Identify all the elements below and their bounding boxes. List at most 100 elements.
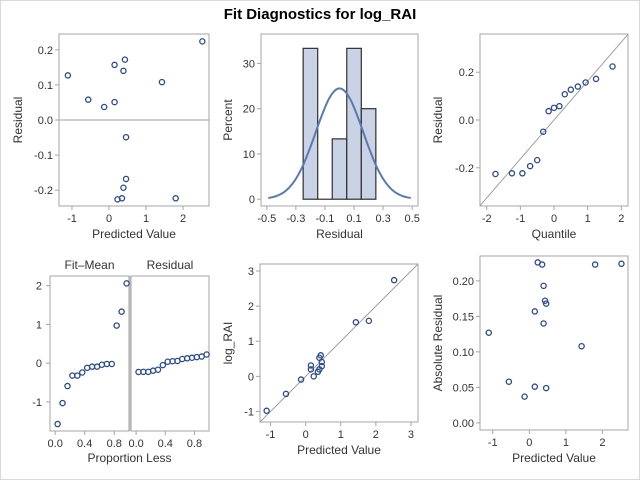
x-tick-label: 2 <box>180 213 186 225</box>
data-point <box>310 373 317 380</box>
data-point <box>118 308 125 315</box>
data-point <box>365 317 373 325</box>
data-point <box>123 280 130 287</box>
data-point <box>492 170 499 178</box>
data-point <box>159 361 167 369</box>
x-tick-label: 0.8 <box>107 438 122 450</box>
histogram-bar <box>331 138 348 200</box>
y-tick-label: 0.15 <box>453 311 474 323</box>
data-point <box>120 67 127 75</box>
reference-line <box>259 263 419 423</box>
normal-density-curve <box>268 87 411 199</box>
x-tick-label: 3 <box>408 429 414 441</box>
x-tick-label: 0 <box>303 429 309 441</box>
y-tick-label: 1 <box>36 319 42 331</box>
x-axis-label: Predicted Value <box>297 443 381 457</box>
plot-frame <box>260 33 419 207</box>
data-point <box>199 38 206 45</box>
data-point <box>352 319 360 326</box>
data-point <box>390 276 398 284</box>
data-point <box>609 63 616 70</box>
data-point <box>307 366 315 373</box>
plot-frame <box>130 275 210 432</box>
x-tick-label: -1 <box>266 429 276 441</box>
y-tick-label: 0.0 <box>38 115 53 127</box>
data-point <box>539 128 547 135</box>
observed-vs-predicted-chart <box>256 263 419 426</box>
x-tick-label: 0.0 <box>48 438 63 450</box>
x-tick-label: 1 <box>338 429 344 441</box>
data-point <box>567 86 575 93</box>
residual-vs-predicted-chart <box>55 33 210 210</box>
data-point <box>534 259 541 266</box>
x-tick-label: 0.5 <box>405 213 420 225</box>
data-point <box>591 261 599 268</box>
data-point <box>121 56 129 63</box>
data-point <box>307 362 315 369</box>
data-point <box>542 300 550 307</box>
x-tick-label: 0.4 <box>77 438 92 450</box>
data-point <box>111 98 118 106</box>
y-tick-label: 10 <box>243 149 255 161</box>
y-tick-label: -1 <box>244 406 254 418</box>
histogram-bar <box>360 108 377 200</box>
y-tick-label: 20 <box>243 104 255 116</box>
y-axis-label: Residual <box>431 97 445 144</box>
data-point <box>54 420 61 428</box>
data-point <box>79 369 86 376</box>
data-point <box>158 78 166 86</box>
x-axis-label: Predicted Value <box>92 227 176 241</box>
y-tick-label: 0 <box>248 371 254 383</box>
x-tick-label: 0.0 <box>128 438 143 450</box>
x-tick-label: 0.4 <box>158 438 173 450</box>
data-point <box>172 195 179 202</box>
y-tick-label: 1 <box>248 336 254 348</box>
data-point <box>59 399 66 407</box>
data-point <box>122 175 130 183</box>
data-point <box>542 384 550 392</box>
x-axis-label: Residual <box>316 227 363 241</box>
y-tick-label: 0.05 <box>453 382 474 394</box>
data-point <box>74 372 81 379</box>
data-point <box>100 103 108 111</box>
y-tick-label: -0.1 <box>34 150 53 162</box>
y-tick-label: -0.2 <box>455 163 474 175</box>
data-point <box>578 342 585 350</box>
residual-fit-spread-chart <box>46 275 210 435</box>
x-axis-label: Quantile <box>532 227 577 241</box>
data-point <box>521 393 528 400</box>
panel-title-residual: Residual <box>147 258 194 272</box>
data-point <box>550 104 558 112</box>
data-point <box>314 368 322 376</box>
x-tick-label: 1 <box>585 213 591 225</box>
data-point <box>540 282 547 290</box>
data-point <box>526 162 534 170</box>
data-point <box>108 360 116 368</box>
y-tick-label: 0 <box>249 194 255 206</box>
y-tick-label: 0.2 <box>459 67 474 79</box>
y-tick-label: 0.10 <box>453 347 474 359</box>
y-axis-label: log_RAI <box>221 322 235 365</box>
x-tick-label: -1 <box>515 213 525 225</box>
data-point <box>540 320 547 327</box>
plot-frame <box>49 275 130 432</box>
y-tick-label: -1 <box>32 397 42 409</box>
histogram-bar <box>346 47 362 200</box>
y-tick-label: 3 <box>248 266 254 278</box>
x-tick-label: 1 <box>563 437 569 449</box>
data-point <box>263 407 270 415</box>
x-tick-label: -1 <box>488 437 498 449</box>
x-tick-label: -0.5 <box>257 213 276 225</box>
x-tick-label: 0.8 <box>187 438 202 450</box>
reference-line <box>479 34 629 206</box>
data-point <box>533 156 541 164</box>
data-point <box>64 382 71 390</box>
histogram-bar <box>302 47 319 200</box>
x-tick-label: -0.3 <box>286 213 305 225</box>
data-point <box>203 351 210 358</box>
data-point <box>114 196 121 203</box>
data-point <box>574 83 582 90</box>
data-point <box>508 170 516 177</box>
